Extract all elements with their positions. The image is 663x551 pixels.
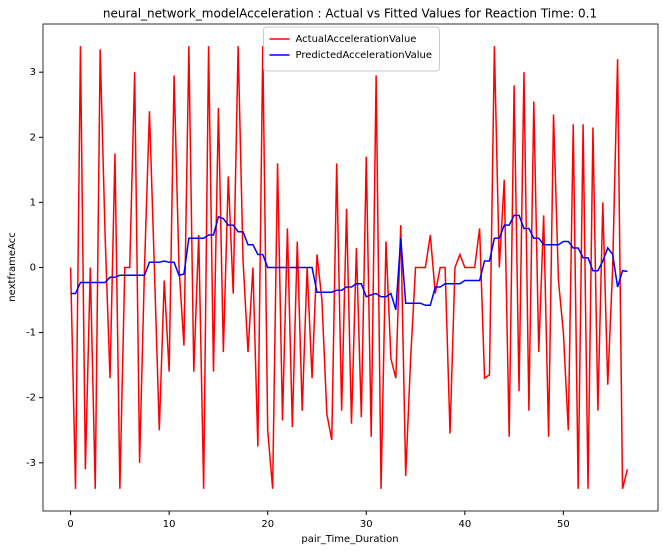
chart-title: neural_network_modelAcceleration : Actua…	[103, 7, 597, 21]
legend-label: PredictedAccelerationValue	[296, 50, 433, 61]
x-tick-label: 0	[67, 519, 73, 530]
x-tick-label: 50	[557, 519, 570, 530]
y-tick-label: -3	[26, 458, 36, 469]
y-tick-label: 1	[30, 197, 36, 208]
x-tick-label: 20	[261, 519, 274, 530]
y-tick-label: -2	[26, 393, 36, 404]
line-series	[70, 214, 628, 311]
legend-label: ActualAccelerationValue	[296, 34, 417, 45]
y-tick-label: 3	[30, 67, 36, 78]
line-series	[69, 46, 629, 490]
legend-box	[263, 26, 440, 72]
y-tick-label: 0	[30, 263, 36, 274]
plot-frame	[42, 23, 659, 512]
y-axis-label: nextframeAcc	[7, 232, 18, 301]
x-tick-label: 40	[458, 519, 471, 530]
y-tick-label: 2	[30, 132, 36, 143]
y-tick-label: -1	[26, 328, 36, 339]
x-tick-label: 30	[360, 519, 373, 530]
x-axis-label: pair_Time_Duration	[301, 534, 398, 545]
x-tick-label: 10	[163, 519, 176, 530]
